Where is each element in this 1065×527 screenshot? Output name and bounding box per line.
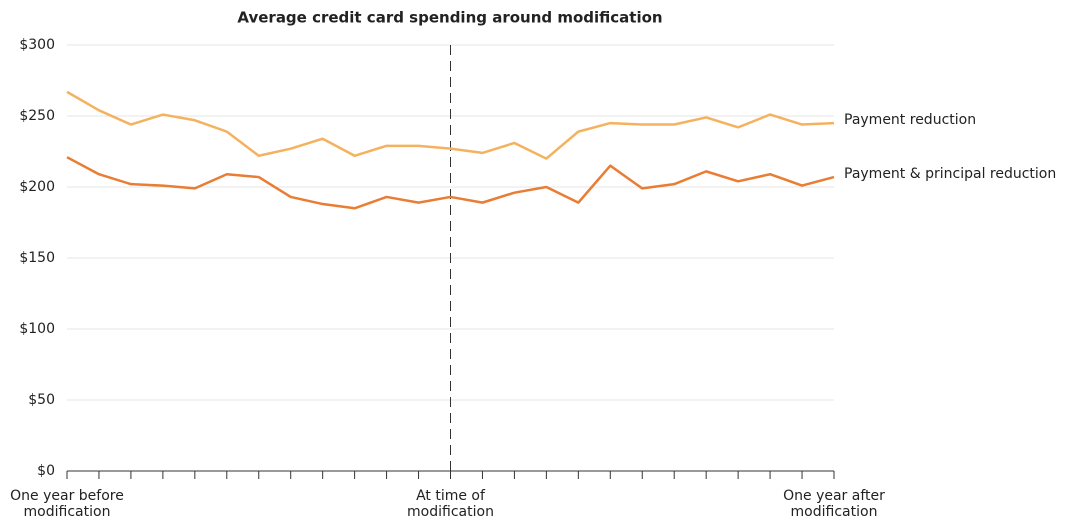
y-tick-label: $100 bbox=[19, 321, 55, 337]
series-line bbox=[66, 90, 835, 160]
x-tick-label: At time of modification bbox=[407, 488, 494, 520]
legend-label: Payment & principal reduction bbox=[844, 166, 1056, 182]
legend-label: Payment reduction bbox=[844, 112, 976, 128]
y-tick-label: $0 bbox=[37, 463, 55, 479]
y-tick-label: $150 bbox=[19, 250, 55, 266]
series-line bbox=[66, 156, 835, 210]
x-tick-label: One year before modification bbox=[10, 488, 124, 520]
y-tick-label: $300 bbox=[19, 37, 55, 53]
y-tick-label: $200 bbox=[19, 179, 55, 195]
chart-title: Average credit card spending around modi… bbox=[237, 9, 662, 27]
y-tick-label: $50 bbox=[28, 392, 55, 408]
x-tick-label: One year after modification bbox=[783, 488, 885, 520]
y-tick-label: $250 bbox=[19, 108, 55, 124]
